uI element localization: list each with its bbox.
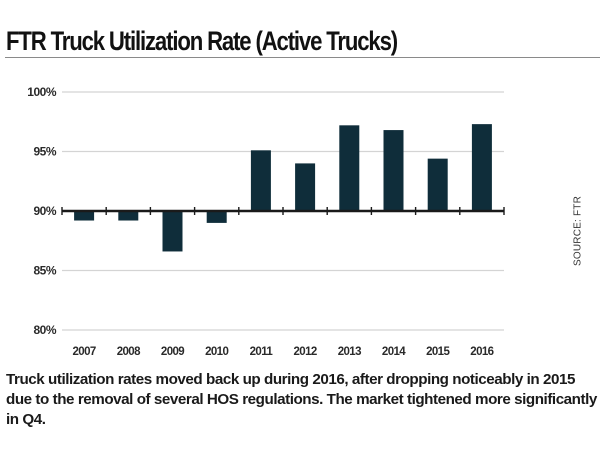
title-divider — [5, 57, 600, 58]
x-tick-label: 2007 — [73, 346, 96, 358]
x-tick-label: 2013 — [338, 346, 361, 358]
x-tick-label: 2011 — [250, 346, 274, 358]
x-axis-labels: 2007 2008 2009 2010 2011 2012 2013 2014 2015 2016 — [73, 346, 495, 358]
x-tick-label: 2016 — [470, 346, 493, 358]
baseline-axis — [61, 207, 505, 215]
bar-2012 — [295, 163, 316, 211]
bar-2015 — [427, 158, 448, 211]
y-tick-label: 100% — [27, 85, 57, 99]
x-tick-label: 2010 — [205, 346, 228, 358]
x-tick-label: 2014 — [382, 346, 406, 358]
gridlines — [62, 91, 504, 331]
x-tick-label: 2009 — [161, 346, 184, 358]
source-note: SOURCE: FTR — [572, 196, 584, 266]
bar-2008 — [118, 211, 139, 221]
y-tick-label: 95% — [33, 145, 56, 159]
bar-2013 — [339, 125, 360, 211]
y-tick-label: 90% — [33, 204, 56, 218]
y-tick-label: 80% — [33, 323, 56, 337]
chart-title: FTR Truck Utilization Rate (Active Truck… — [6, 26, 398, 56]
x-tick-label: 2008 — [117, 346, 141, 358]
bar-2007 — [74, 211, 95, 221]
bar-2010 — [206, 211, 227, 223]
bar-2009 — [162, 211, 183, 252]
x-tick-label: 2012 — [294, 346, 317, 358]
bar-chart: 100% 95% 90% 85% 80% 2007 2008 2009 2010 2011 201… — [27, 85, 505, 358]
x-tick-label: 2015 — [426, 346, 450, 358]
chart-caption: Truck utilization rates moved back up du… — [6, 371, 597, 428]
bar-2011 — [250, 150, 271, 211]
y-axis-labels: 100% 95% 90% 85% 80% — [27, 85, 57, 337]
bars — [74, 124, 492, 252]
bar-2014 — [383, 130, 404, 211]
bar-2016 — [471, 124, 492, 211]
y-tick-label: 85% — [33, 264, 56, 278]
